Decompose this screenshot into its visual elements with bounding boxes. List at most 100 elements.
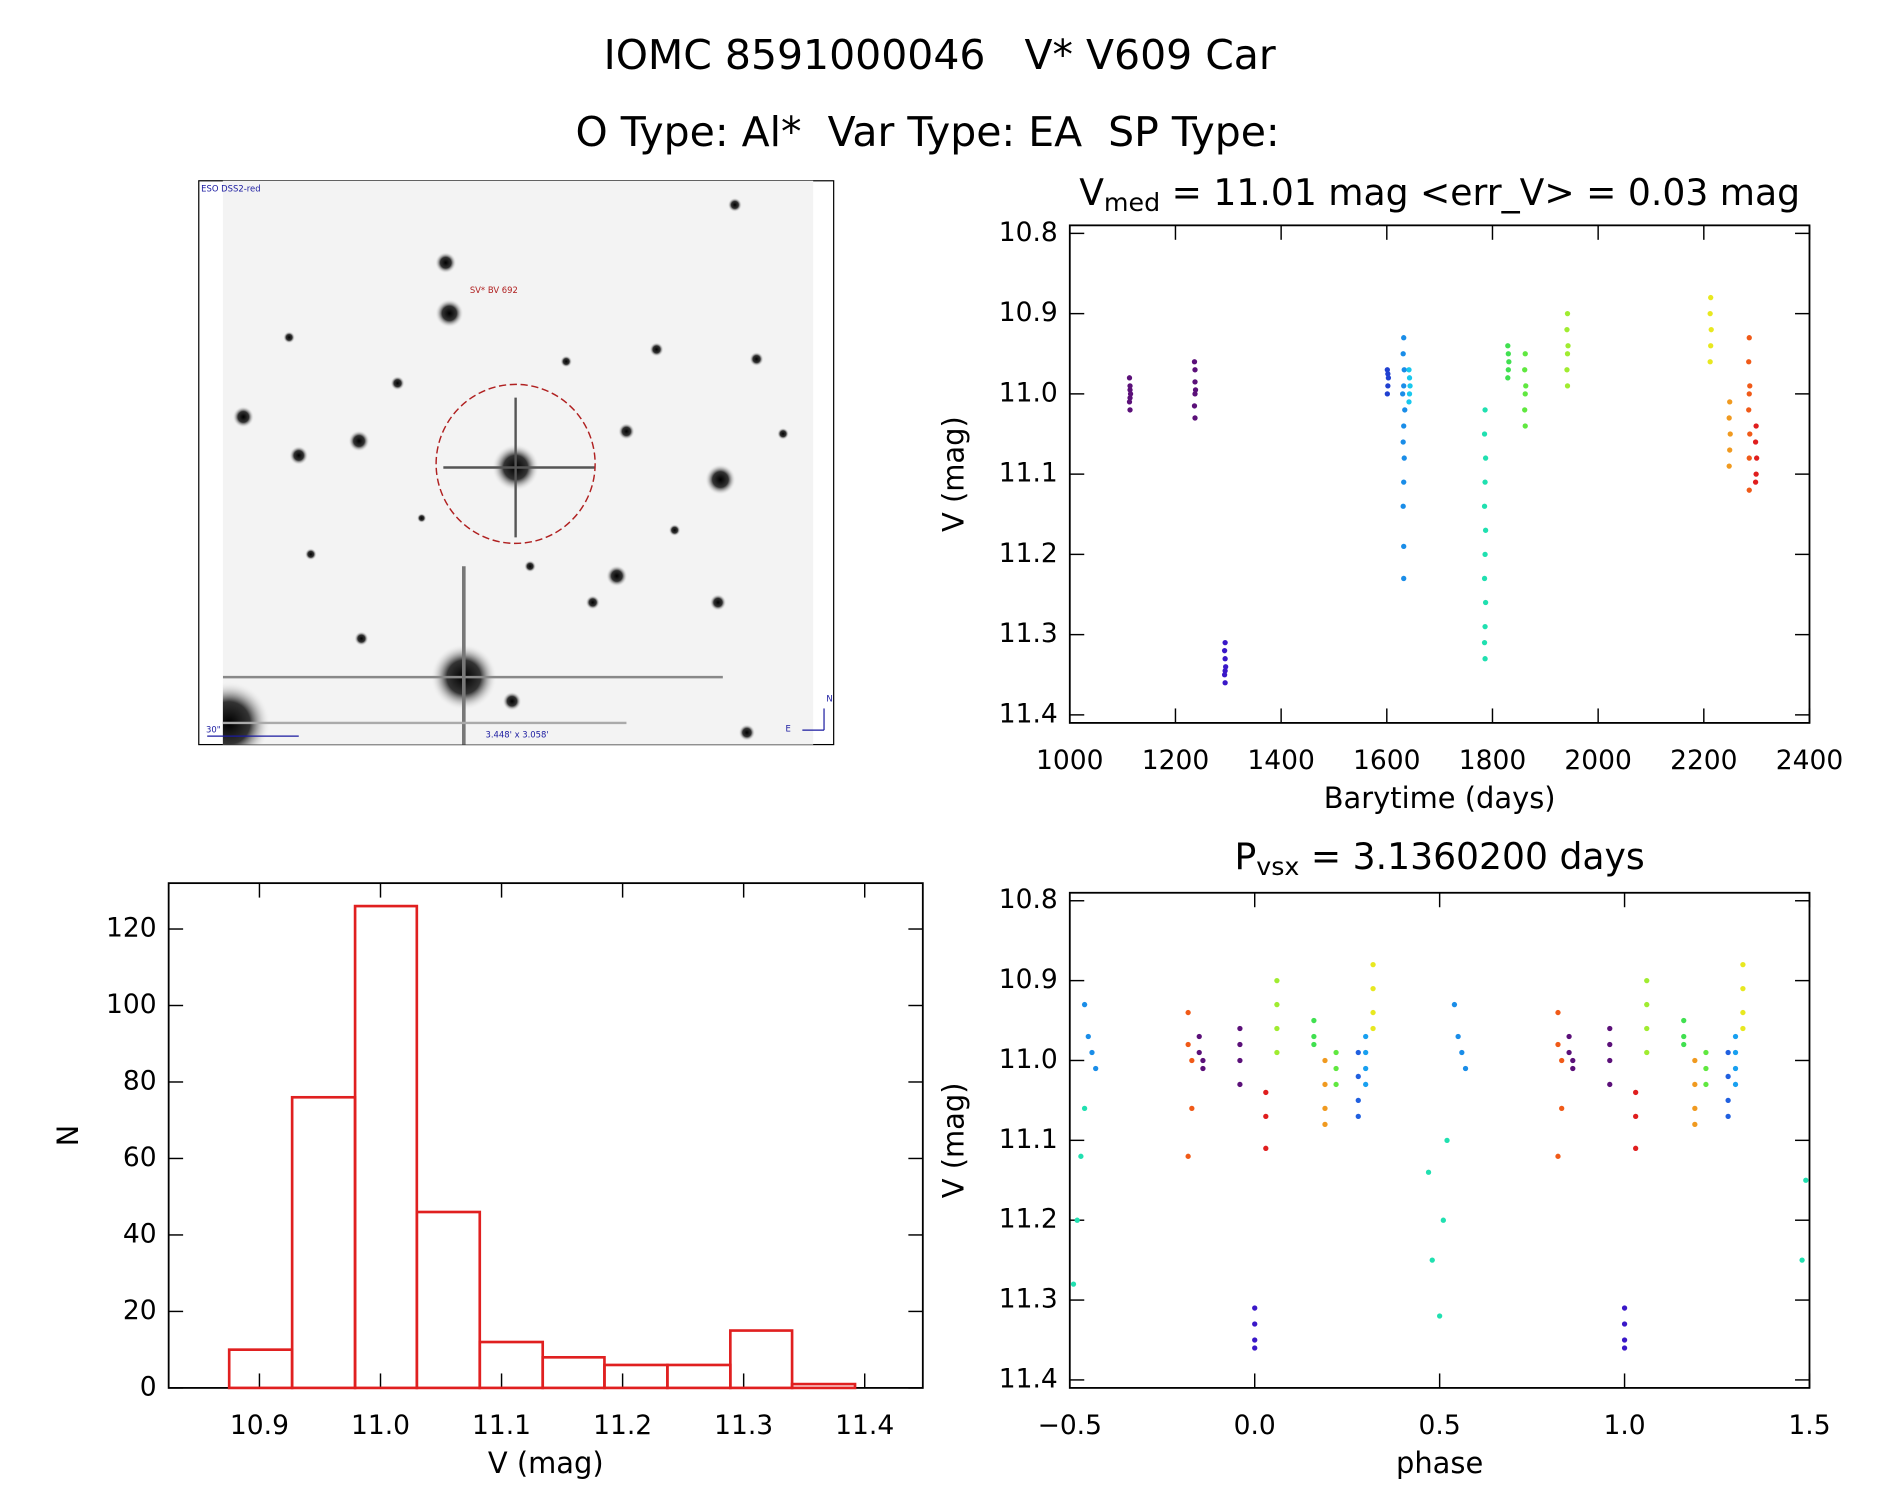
data-point — [1482, 527, 1489, 533]
title-part: P — [1235, 835, 1257, 878]
data-point — [1385, 383, 1391, 389]
data-point — [1732, 1081, 1739, 1088]
data-point — [1127, 383, 1133, 389]
data-point — [1727, 431, 1733, 437]
data-point — [1559, 1105, 1565, 1112]
y-tick-label: 11.0 — [999, 1044, 1058, 1075]
data-point — [1621, 1321, 1628, 1327]
data-point — [1363, 1065, 1369, 1072]
header-line: O Type: Al* Var Type: EA SP Type: — [576, 108, 1280, 156]
data-point — [1522, 391, 1528, 397]
data-point — [1707, 310, 1713, 317]
data-point — [1081, 1001, 1088, 1008]
data-point — [1746, 407, 1752, 413]
data-point — [1407, 383, 1413, 389]
histogram-bar — [666, 1363, 732, 1390]
data-point — [1703, 1081, 1709, 1088]
x-tick-label: 11.0 — [351, 1410, 410, 1441]
y-tick-label: 120 — [106, 913, 157, 944]
title-part: = 3.1360200 days — [1299, 835, 1644, 878]
data-point — [1252, 1345, 1258, 1351]
data-point — [1732, 1049, 1739, 1056]
histogram-bar — [227, 1348, 294, 1390]
data-point — [1222, 656, 1228, 662]
data-point — [1522, 407, 1528, 413]
data-point — [1401, 335, 1407, 341]
chart-title: Pvsx = 3.1360200 days — [1235, 835, 1645, 881]
x-tick-label: 1.5 — [1788, 1410, 1830, 1441]
histogram-bar — [790, 1382, 857, 1390]
data-point — [1633, 1113, 1639, 1120]
x-tick-label: 1400 — [1247, 745, 1314, 776]
data-point — [1505, 375, 1511, 381]
data-point — [1384, 367, 1390, 373]
data-point — [1754, 455, 1760, 461]
y-tick-label: 11.2 — [999, 538, 1058, 569]
data-point — [1570, 1057, 1576, 1064]
data-point — [1566, 1049, 1572, 1056]
data-point — [1237, 1041, 1243, 1048]
x-tick-label: 11.4 — [835, 1410, 894, 1441]
data-point — [1401, 575, 1407, 582]
data-point — [1400, 351, 1406, 357]
data-point — [1564, 310, 1571, 317]
data-point — [1274, 1001, 1280, 1008]
data-point — [1322, 1105, 1328, 1112]
y-tick-label: 11.4 — [999, 698, 1058, 729]
histogram-bar — [478, 1340, 545, 1390]
y-tick-label: 11.1 — [999, 1124, 1058, 1155]
data-point — [1322, 1121, 1328, 1128]
data-point — [1401, 455, 1407, 461]
x-tick-label: 10.9 — [230, 1410, 289, 1441]
data-point — [1311, 1033, 1317, 1040]
data-point — [1222, 668, 1228, 674]
data-point — [1555, 1041, 1561, 1048]
histogram-bar — [603, 1363, 669, 1390]
data-point — [1481, 575, 1488, 582]
data-point — [1127, 391, 1134, 397]
y-tick-label: 10.8 — [999, 884, 1058, 915]
data-point — [1322, 1057, 1328, 1064]
y-tick-label: 0 — [140, 1371, 157, 1402]
data-point — [1564, 383, 1571, 389]
data-point — [1746, 455, 1752, 461]
data-point — [1708, 294, 1714, 301]
data-point — [1070, 1281, 1077, 1287]
data-point — [1311, 1017, 1317, 1024]
data-point — [1740, 961, 1746, 968]
data-point — [1127, 387, 1133, 393]
data-point — [1192, 367, 1198, 373]
data-point — [1644, 1025, 1650, 1032]
data-point — [1555, 1009, 1561, 1016]
x-tick-label: 1000 — [1036, 745, 1103, 776]
data-point — [1127, 407, 1133, 413]
data-point — [1692, 1121, 1698, 1128]
data-point — [1740, 985, 1746, 992]
data-point — [1633, 1145, 1639, 1151]
data-point — [1740, 1025, 1746, 1032]
data-point — [1263, 1089, 1269, 1096]
data-point — [1726, 463, 1732, 469]
data-point — [1263, 1145, 1269, 1151]
data-point — [1506, 359, 1512, 365]
data-point — [1401, 479, 1407, 485]
data-point — [1191, 359, 1198, 365]
data-point — [1753, 423, 1759, 429]
x-tick-label: 2000 — [1564, 745, 1631, 776]
data-point — [1440, 1217, 1446, 1223]
data-point — [1370, 1025, 1376, 1032]
data-point — [1727, 447, 1733, 453]
data-point — [1746, 359, 1752, 365]
data-point — [1505, 367, 1511, 373]
data-point — [1482, 479, 1488, 485]
data-point — [1333, 1081, 1339, 1088]
data-point — [1355, 1113, 1361, 1120]
y-tick-label: 11.4 — [999, 1363, 1058, 1394]
data-point — [1481, 640, 1488, 646]
data-point — [1400, 439, 1406, 445]
y-tick-label: 60 — [123, 1142, 157, 1173]
data-point — [1746, 391, 1752, 397]
data-point — [1081, 1105, 1088, 1112]
data-point — [1559, 1057, 1565, 1064]
